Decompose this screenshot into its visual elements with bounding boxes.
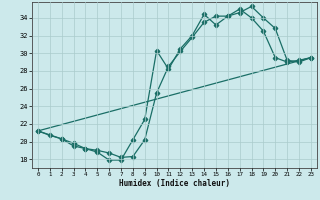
- X-axis label: Humidex (Indice chaleur): Humidex (Indice chaleur): [119, 179, 230, 188]
